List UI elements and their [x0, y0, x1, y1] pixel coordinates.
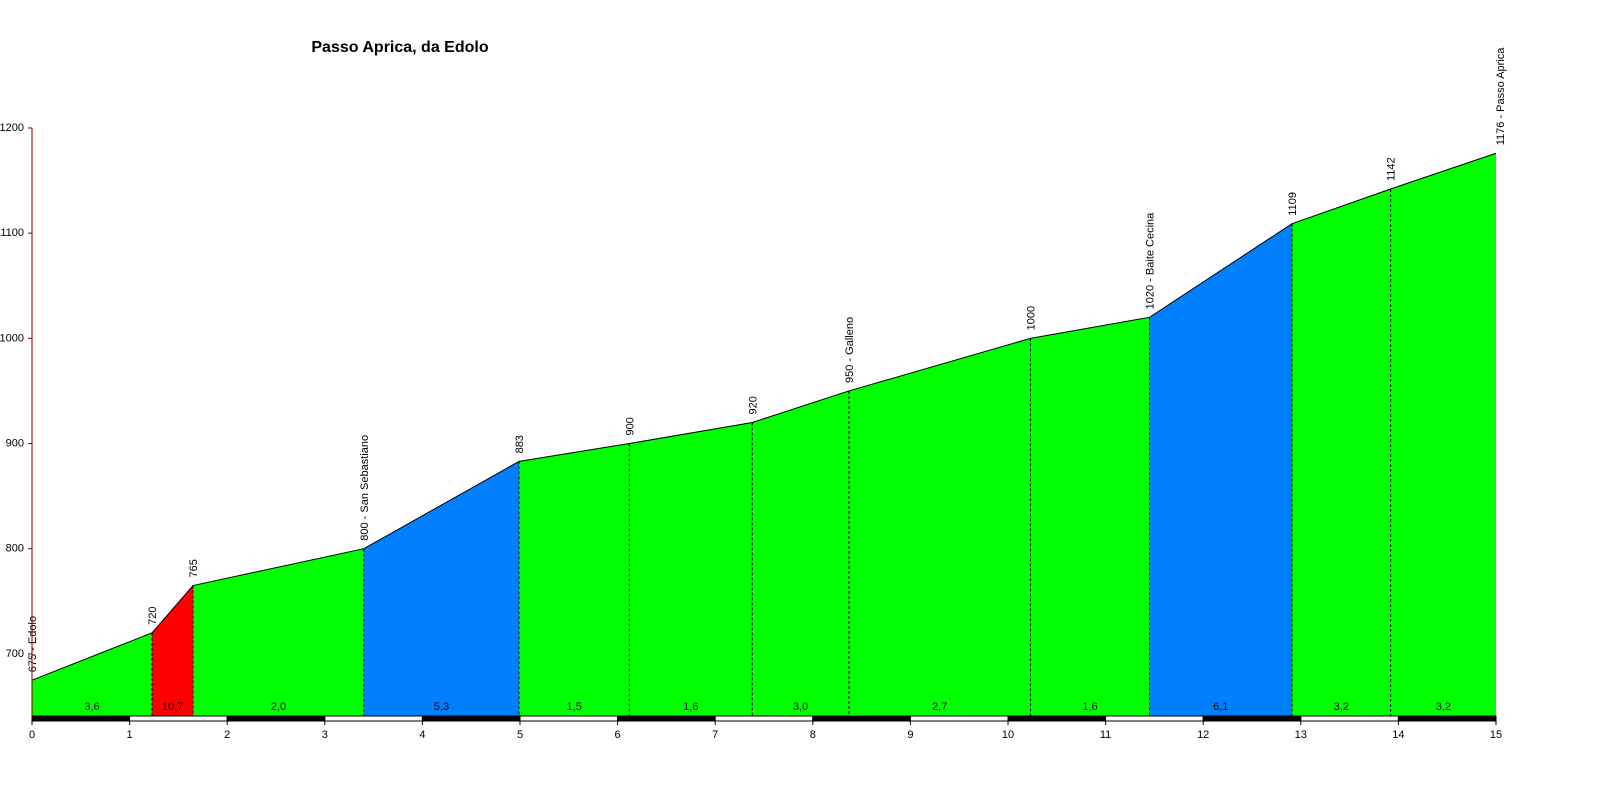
- point-label: 883: [514, 435, 526, 453]
- y-tick-label: 800: [6, 543, 24, 555]
- gradient-segment: [1149, 223, 1293, 717]
- point-label: 920: [747, 396, 759, 414]
- y-tick-label: 1200: [0, 122, 24, 134]
- x-tick-label: 1: [127, 729, 133, 741]
- gradient-label: 3,6: [84, 701, 99, 713]
- x-tick-label: 14: [1392, 729, 1404, 741]
- x-tick-label: 6: [615, 729, 621, 741]
- scale-strip: [324, 715, 423, 722]
- x-tick-label: 11: [1100, 729, 1111, 741]
- scale-strip: [1007, 715, 1107, 722]
- x-tick-label: 15: [1490, 729, 1502, 741]
- point-label: 1176 - Passo Aprica: [1495, 47, 1507, 146]
- point-label: 800 - San Sebastiano: [359, 435, 371, 541]
- x-tick-label: 13: [1295, 729, 1307, 741]
- x-tick-label: 10: [1002, 729, 1014, 741]
- point-label: 720: [147, 606, 159, 624]
- gradient-label: 5,3: [434, 701, 449, 713]
- scale-strip: [1300, 715, 1399, 722]
- gradient-segment: [193, 548, 364, 717]
- scale-strip: [226, 715, 326, 722]
- y-tick-label: 900: [6, 437, 24, 449]
- gradient-label: 3,0: [793, 701, 808, 713]
- point-label: 765: [188, 559, 200, 577]
- x-tick-label: 8: [810, 729, 816, 741]
- gradient-segment: [152, 585, 194, 717]
- scale-strip: [31, 715, 131, 722]
- scale-strip: [714, 715, 814, 722]
- scale-strip: [519, 715, 619, 722]
- x-tick-label: 5: [517, 729, 523, 741]
- gradient-segment: [1390, 153, 1496, 717]
- y-tick-label: 700: [6, 648, 24, 660]
- gradient-label: 1,5: [567, 701, 582, 713]
- y-tick-label: 1000: [0, 332, 24, 344]
- point-label: 1109: [1287, 192, 1299, 216]
- scale-strip: [421, 715, 521, 722]
- gradient-label: 3,2: [1334, 701, 1349, 713]
- x-tick-label: 3: [322, 729, 328, 741]
- point-label: 900: [624, 417, 636, 435]
- point-label: 1142: [1386, 157, 1398, 181]
- point-label: 675 - Edolo: [27, 616, 39, 672]
- gradient-segment: [519, 443, 630, 717]
- x-tick-label: 4: [419, 729, 425, 741]
- point-label: 1000: [1025, 306, 1037, 330]
- gradient-label: 2,0: [271, 701, 286, 713]
- chart-title: Passo Aprica, da Edolo: [311, 39, 488, 56]
- scale-strip: [617, 715, 716, 722]
- gradient-label: 10,7: [162, 701, 183, 713]
- gradient-label: 2,7: [932, 701, 947, 713]
- gradient-label: 1,6: [1082, 701, 1097, 713]
- x-tick-label: 2: [224, 729, 230, 741]
- scale-strip: [1202, 715, 1302, 722]
- gradient-label: 1,6: [683, 701, 698, 713]
- x-tick-label: 0: [29, 729, 35, 741]
- x-tick-label: 9: [907, 729, 913, 741]
- x-tick-label: 12: [1197, 729, 1209, 741]
- gradient-segment: [752, 390, 849, 717]
- gradient-segment: [1030, 317, 1150, 717]
- gradient-segment: [1292, 189, 1391, 718]
- gradient-segment: [32, 632, 153, 717]
- point-label: 1020 - Baite Cecina: [1145, 212, 1157, 309]
- gradient-label: 3,2: [1436, 701, 1451, 713]
- scale-strip: [909, 715, 1009, 722]
- scale-strip: [1105, 715, 1204, 722]
- gradient-segment: [848, 338, 1031, 717]
- gradient-segment: [363, 461, 520, 717]
- point-label: 950 - Galleno: [844, 317, 856, 383]
- gradient-segment: [629, 422, 753, 717]
- x-tick-label: 7: [712, 729, 718, 741]
- scale-strip: [1397, 715, 1497, 722]
- scale-strip: [129, 715, 228, 722]
- y-tick-label: 1100: [0, 227, 24, 239]
- gradient-label: 6,1: [1213, 701, 1228, 713]
- scale-strip: [812, 715, 911, 722]
